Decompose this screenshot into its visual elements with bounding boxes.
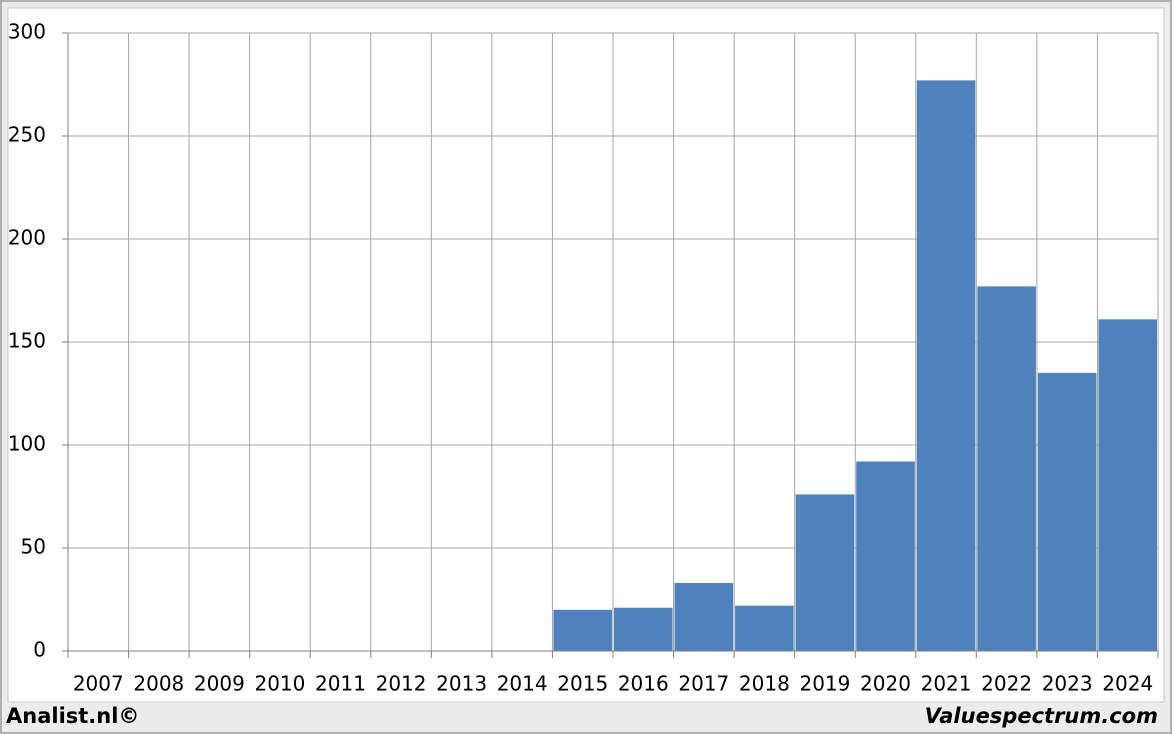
x-tick-label: 2011	[315, 672, 366, 696]
x-tick-label: 2007	[73, 672, 124, 696]
x-tick-label: 2020	[860, 672, 911, 696]
x-tick-label: 2021	[921, 672, 972, 696]
y-tick-label: 50	[21, 535, 46, 559]
x-tick-label: 2023	[1042, 672, 1093, 696]
x-tick-label: 2013	[436, 672, 487, 696]
bar	[856, 461, 915, 651]
x-tick-label: 2017	[678, 672, 729, 696]
x-tick-label: 2016	[618, 672, 669, 696]
footer-right: Valuespectrum.com	[925, 704, 1158, 728]
x-tick-label: 2022	[981, 672, 1032, 696]
x-tick-label: 2010	[254, 672, 305, 696]
bar	[735, 605, 794, 651]
y-tick-label: 0	[33, 638, 46, 662]
bar	[1098, 319, 1157, 651]
x-tick-label: 2015	[557, 672, 608, 696]
x-tick-label: 2009	[194, 672, 245, 696]
x-tick-label: 2024	[1102, 672, 1153, 696]
y-tick-label: 100	[8, 432, 46, 456]
x-tick-label: 2014	[497, 672, 548, 696]
y-tick-label: 300	[8, 20, 46, 44]
bar	[1037, 372, 1097, 651]
x-tick-label: 2008	[133, 672, 184, 696]
bar	[916, 80, 976, 651]
y-tick-label: 150	[8, 329, 46, 353]
x-tick-label: 2019	[799, 672, 850, 696]
bar	[614, 607, 673, 651]
footer-left: Analist.nl©	[6, 704, 139, 728]
bar	[674, 583, 734, 651]
x-tick-label: 2018	[739, 672, 790, 696]
y-tick-label: 200	[8, 226, 46, 250]
bar	[977, 286, 1036, 651]
x-tick-label: 2012	[376, 672, 427, 696]
bar	[553, 609, 612, 651]
bar	[795, 494, 855, 651]
y-tick-label: 250	[8, 123, 46, 147]
